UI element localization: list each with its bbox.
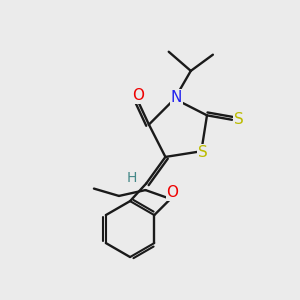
Text: H: H [126, 171, 137, 185]
Text: S: S [198, 145, 208, 160]
Text: O: O [133, 88, 145, 104]
Text: N: N [170, 90, 182, 105]
Text: O: O [167, 185, 178, 200]
Text: S: S [234, 112, 243, 127]
